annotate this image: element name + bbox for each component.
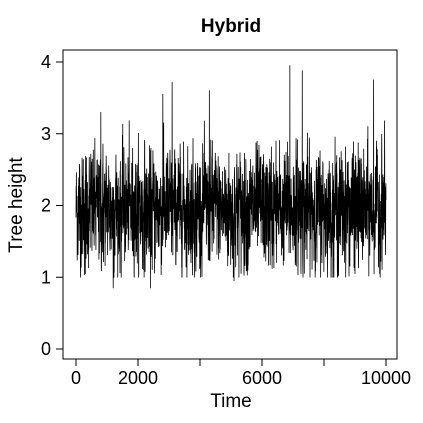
y-axis: 0 1 2 3 4: [41, 52, 64, 359]
y-tick-label: 3: [41, 124, 51, 144]
x-tick-label: 6000: [242, 368, 282, 388]
y-tick-label: 2: [41, 196, 51, 216]
x-axis: 0 2000 6000 10000: [71, 358, 411, 388]
x-tick-label: 0: [71, 368, 81, 388]
y-tick-label: 1: [41, 267, 51, 287]
x-tick-label: 10000: [361, 368, 411, 388]
series-line: [75, 65, 387, 289]
y-tick-label: 0: [41, 339, 51, 359]
y-tick-label: 4: [41, 52, 51, 72]
chart-title: Hybrid: [201, 16, 261, 37]
y-axis-label: Tree height: [6, 157, 27, 253]
x-axis-label: Time: [210, 391, 252, 412]
series-layer: [75, 65, 387, 289]
x-tick-label: 2000: [118, 368, 158, 388]
